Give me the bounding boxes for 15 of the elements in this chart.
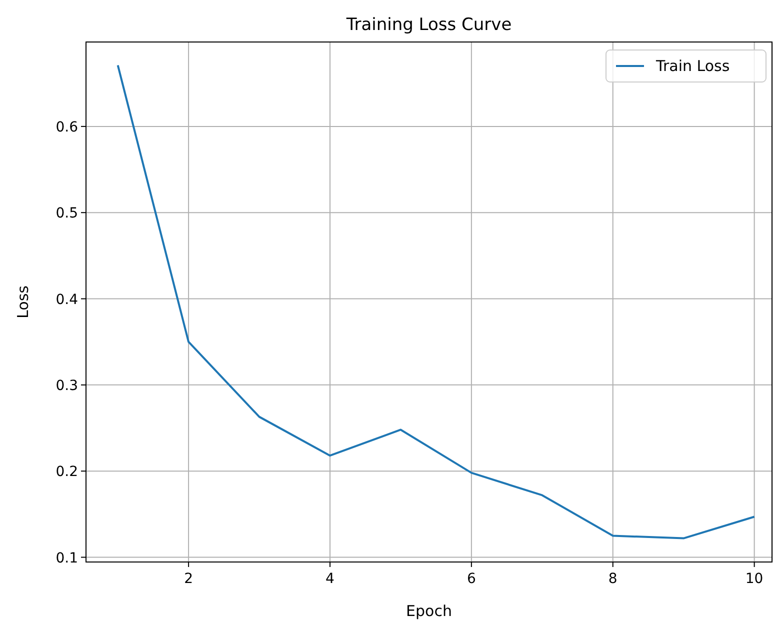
y-tick-label: 0.1	[56, 550, 78, 566]
x-axis-title: Epoch	[406, 602, 452, 620]
legend-label: Train Loss	[655, 57, 730, 75]
y-tick-label: 0.2	[56, 464, 78, 480]
x-tick-label: 10	[745, 571, 764, 587]
x-tick-label: 8	[608, 571, 618, 587]
y-tick-label: 0.5	[56, 206, 78, 222]
chart-title: Training Loss Curve	[345, 15, 512, 35]
y-tick-label: 0.6	[56, 119, 78, 136]
x-tick-label: 2	[184, 571, 194, 587]
x-tick-label: 4	[326, 571, 335, 587]
y-tick-label: 0.3	[56, 378, 78, 394]
y-tick-label: 0.4	[56, 292, 78, 308]
x-tick-label: 6	[466, 571, 476, 587]
y-axis-title: Loss	[14, 285, 32, 318]
